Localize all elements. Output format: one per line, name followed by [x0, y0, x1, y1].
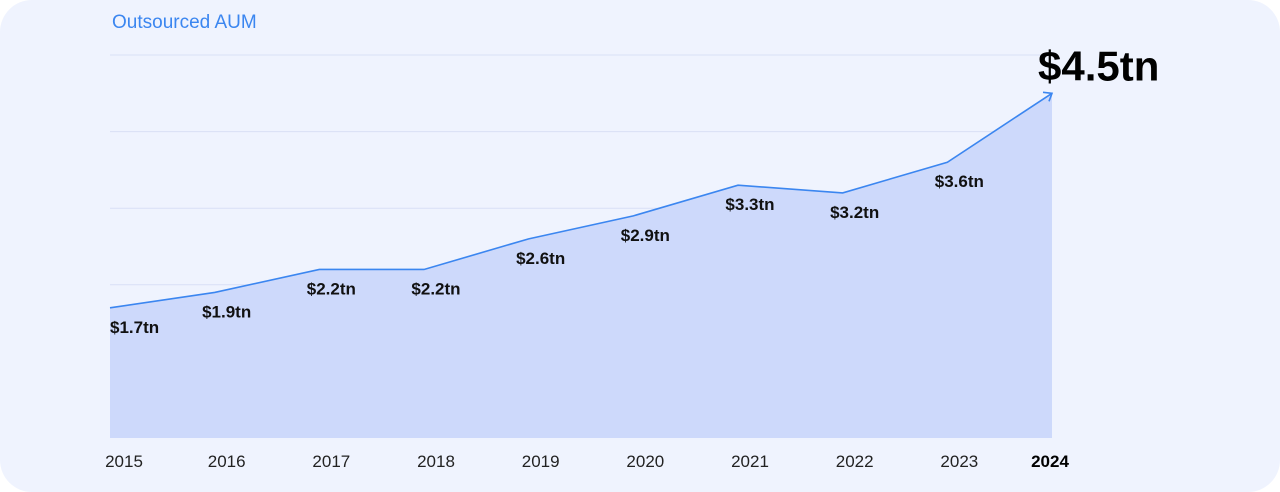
data-label: $3.3tn	[725, 195, 774, 214]
x-tick-label: 2017	[312, 452, 350, 471]
x-tick-label: 2016	[208, 452, 246, 471]
chart-title: Outsourced AUM	[112, 12, 257, 33]
data-label-highlight: $4.5tn	[1038, 42, 1159, 89]
data-label: $2.2tn	[307, 279, 356, 298]
series-line	[109, 92, 1053, 309]
x-tick-label: 2023	[940, 452, 978, 471]
x-tick-label: 2019	[522, 452, 560, 471]
x-tick-label: 2015	[105, 452, 143, 471]
data-label: $2.6tn	[516, 249, 565, 268]
x-tick-label: 2022	[836, 452, 874, 471]
x-tick-label: 2018	[417, 452, 455, 471]
x-tick-label: 2020	[626, 452, 664, 471]
x-tick-label: 2021	[731, 452, 769, 471]
data-label: $2.9tn	[621, 226, 670, 245]
data-label: $1.7tn	[110, 318, 159, 337]
data-label: $1.9tn	[202, 302, 251, 321]
area-fill	[110, 93, 1052, 439]
data-label: $3.6tn	[935, 172, 984, 191]
data-label: $2.2tn	[411, 279, 460, 298]
x-tick-label: 2024	[1031, 452, 1069, 471]
arrow-head-icon	[1042, 91, 1054, 102]
data-label: $3.2tn	[830, 203, 879, 222]
